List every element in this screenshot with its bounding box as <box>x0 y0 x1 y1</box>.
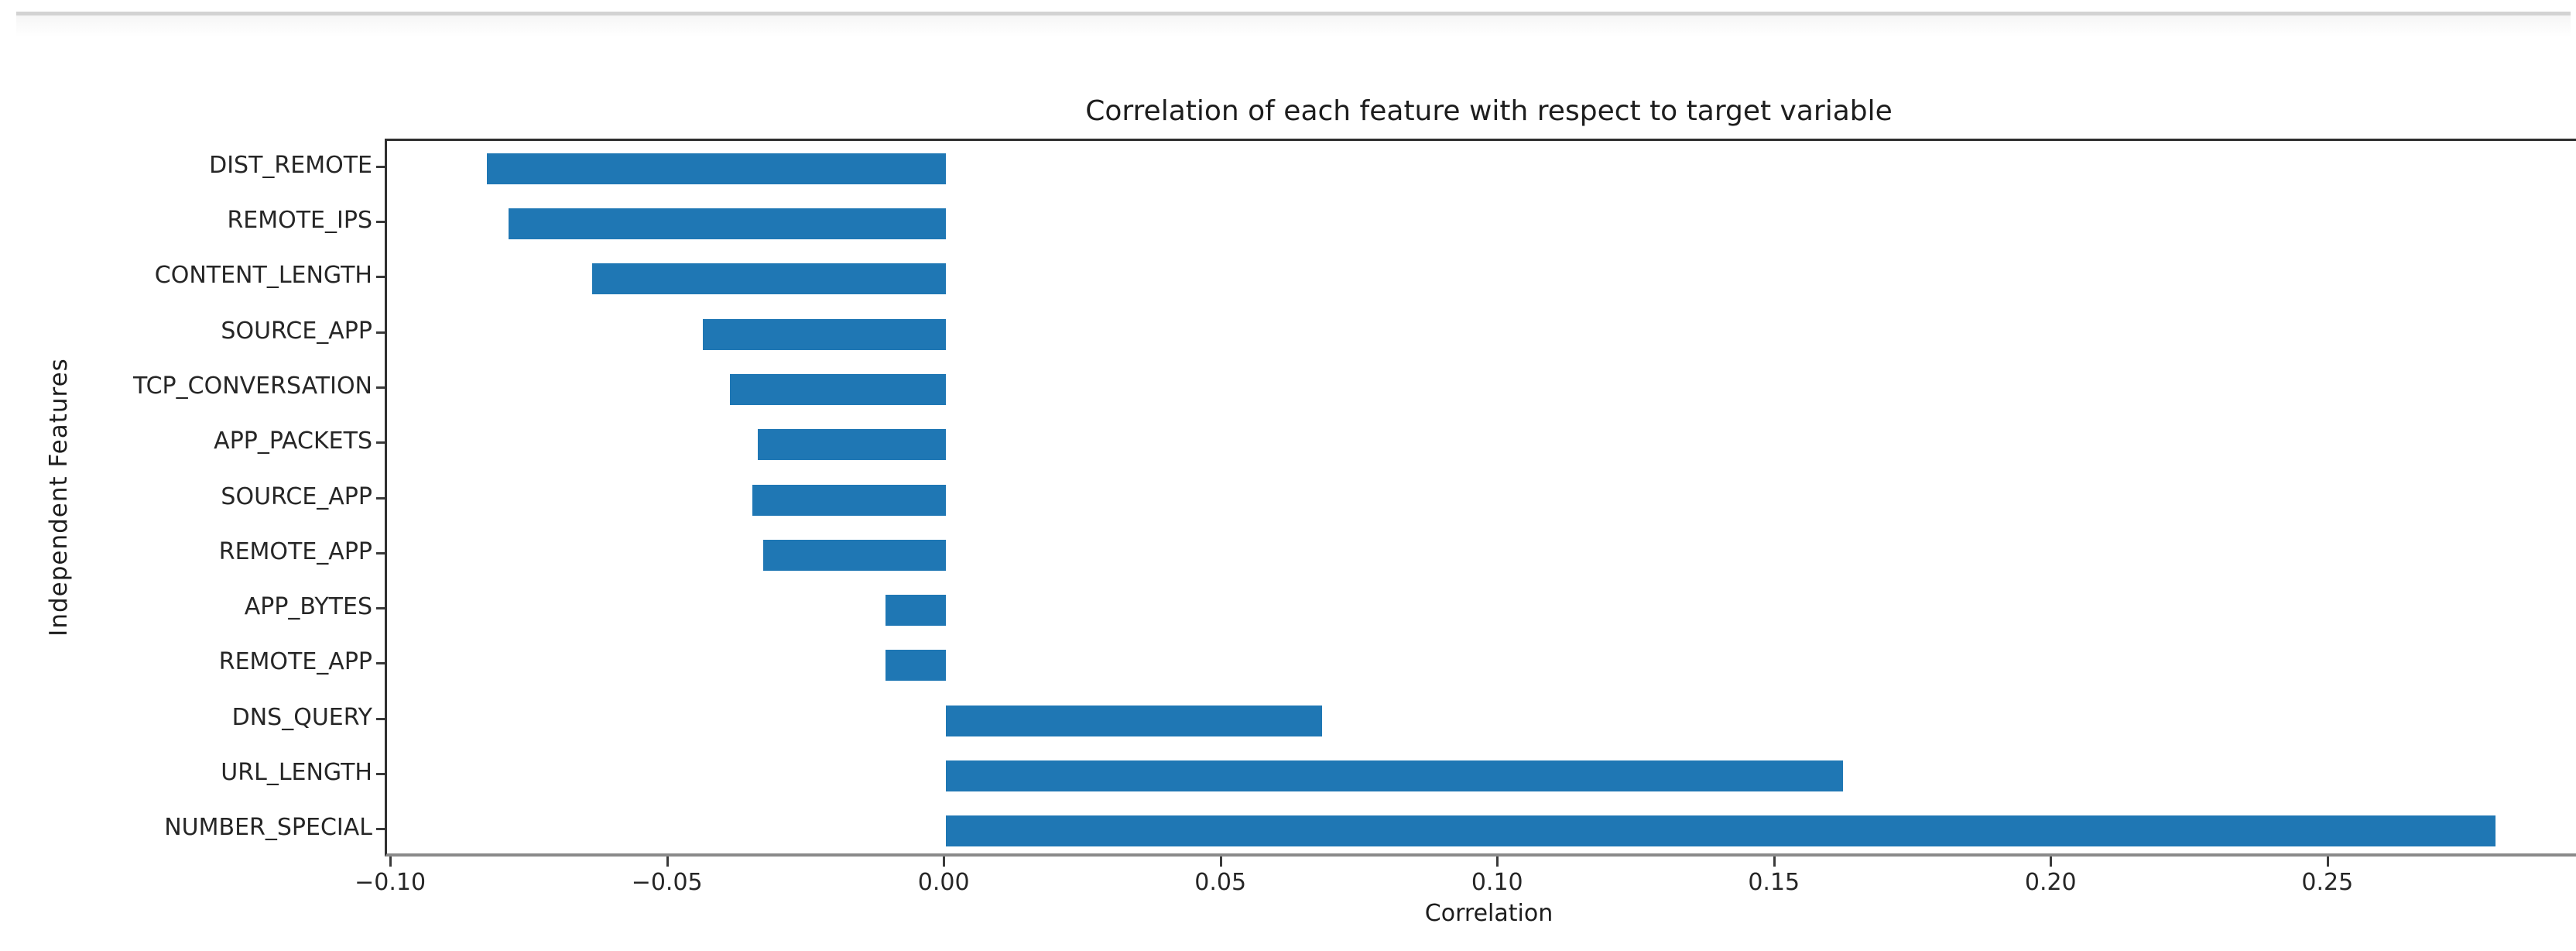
x-tick-mark <box>666 857 669 867</box>
y-tick-label: DNS_QUERY <box>231 703 372 731</box>
y-tick-label: REMOTE_APP <box>218 648 372 676</box>
bar-app_packets <box>758 429 947 461</box>
chart-title: Correlation of each feature with respect… <box>1085 95 1893 127</box>
correlation-bar-chart: Correlation of each feature with respect… <box>31 12 2576 951</box>
y-tick-mark <box>376 551 385 554</box>
bar-remote_app <box>885 650 947 681</box>
y-tick-mark <box>376 496 385 500</box>
y-tick-mark <box>376 607 385 610</box>
bar-source_app <box>752 484 947 516</box>
y-tick-label: REMOTE_APP <box>218 537 372 565</box>
bar-content_length <box>591 263 947 295</box>
plot-area <box>385 139 2576 857</box>
top-divider <box>16 12 2571 15</box>
bar-number_special <box>946 815 2496 847</box>
y-tick-mark <box>376 220 385 223</box>
bar-remote_app <box>763 539 947 571</box>
x-tick-mark <box>1496 857 1499 867</box>
y-tick-mark <box>376 386 385 389</box>
top-divider-shadow <box>16 15 2571 37</box>
x-tick-mark <box>1773 857 1776 867</box>
x-tick-label: 0.25 <box>2301 869 2354 896</box>
bar-dist_remote <box>486 153 947 184</box>
y-tick-label: CONTENT_LENGTH <box>154 262 372 290</box>
bar-dns_query <box>946 705 1323 736</box>
bar-source_app <box>702 318 947 350</box>
bar-url_length <box>946 760 1843 792</box>
y-tick-label: TCP_CONVERSATION <box>133 372 372 400</box>
x-tick-mark <box>389 857 392 867</box>
x-tick-label: −0.10 <box>355 869 426 896</box>
x-tick-mark <box>2050 857 2053 867</box>
x-tick-label: 0.05 <box>1194 869 1247 896</box>
y-tick-mark <box>376 441 385 445</box>
y-tick-mark <box>376 717 385 720</box>
y-tick-mark <box>376 276 385 279</box>
y-axis-label: Independent Features <box>45 358 73 637</box>
x-tick-label: 0.15 <box>1748 869 1800 896</box>
x-tick-mark <box>2326 857 2329 867</box>
y-tick-label: URL_LENGTH <box>221 759 372 787</box>
bar-tcp_conversation <box>730 373 947 405</box>
y-tick-label: APP_BYTES <box>244 593 372 621</box>
bar-remote_ips <box>509 208 947 239</box>
y-tick-label: SOURCE_APP <box>221 317 372 345</box>
x-tick-label: −0.05 <box>631 869 703 896</box>
y-tick-mark <box>376 828 385 831</box>
x-tick-mark <box>943 857 946 867</box>
y-tick-mark <box>376 773 385 776</box>
y-tick-label: APP_PACKETS <box>214 427 372 455</box>
x-tick-mark <box>1219 857 1222 867</box>
y-tick-label: SOURCE_APP <box>221 482 372 510</box>
x-tick-label: 0.20 <box>2024 869 2077 896</box>
x-tick-label: 0.10 <box>1471 869 1523 896</box>
y-tick-label: NUMBER_SPECIAL <box>164 814 372 842</box>
y-tick-mark <box>376 662 385 665</box>
x-tick-label: 0.00 <box>917 869 970 896</box>
bar-app_bytes <box>885 595 947 627</box>
y-tick-mark <box>376 331 385 334</box>
y-tick-label: REMOTE_IPS <box>227 206 372 234</box>
y-tick-label: DIST_REMOTE <box>209 151 372 179</box>
y-tick-mark <box>376 165 385 168</box>
x-axis-label: Correlation <box>1424 900 1553 927</box>
